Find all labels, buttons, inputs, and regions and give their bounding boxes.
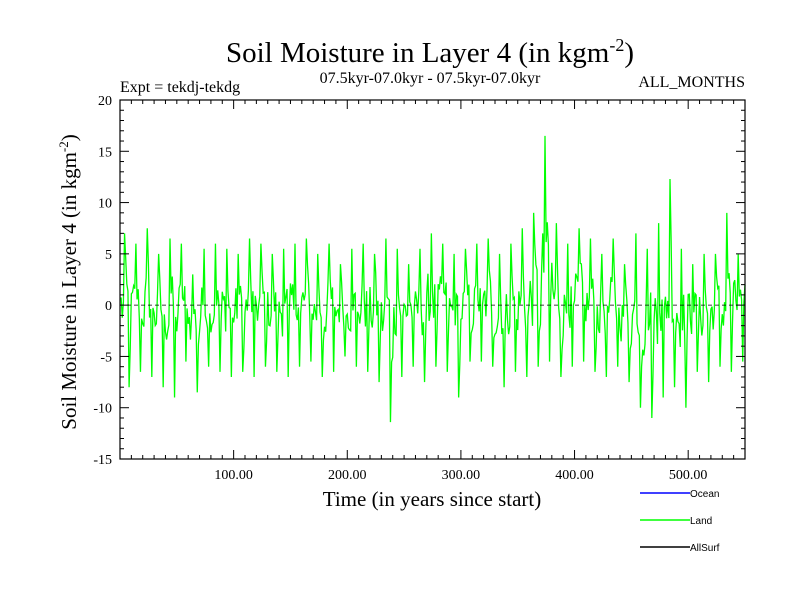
y-axis-label-superscript: -2 (56, 141, 71, 152)
axes: -15 -10 -5 0 5 10 15 20 100.00 200.00 300.00 400.00… (93, 94, 746, 483)
y-tick-label: -15 (93, 453, 112, 468)
x-tick-label: 500.00 (669, 468, 708, 483)
y-axis-label-close: ) (57, 134, 81, 141)
legend: Ocean Land AllSurf (640, 489, 720, 554)
y-tick-label: 5 (105, 248, 112, 263)
subtitle-left: Expt = tekdj-tekdg (120, 79, 240, 96)
y-tick-label: 15 (98, 145, 112, 160)
chart-title-superscript: -2 (609, 35, 624, 55)
chart-title: Soil Moisture in Layer 4 (in kgm-2) (226, 35, 634, 69)
x-tick-label: 300.00 (442, 468, 481, 483)
subtitle-center: 07.5kyr-07.0kyr - 07.5kyr-07.0kyr (320, 70, 541, 87)
y-axis-label: Soil Moisture in Layer 4 (in kgm-2) (56, 134, 81, 429)
x-tick-label: 200.00 (328, 468, 367, 483)
chart-title-close: ) (624, 37, 634, 69)
y-tick-label: 10 (98, 197, 112, 212)
y-tick-label: 20 (98, 94, 112, 109)
legend-label-land: Land (690, 516, 712, 527)
series-line-land (120, 135, 746, 423)
chart-title-main: Soil Moisture in Layer 4 (in kgm (226, 37, 610, 69)
y-tick-label: -5 (100, 350, 112, 365)
legend-label-allsurf: AllSurf (690, 543, 720, 554)
legend-label-ocean: Ocean (690, 489, 719, 500)
y-tick-label: 0 (105, 299, 112, 314)
x-tick-label: 100.00 (214, 468, 253, 483)
y-tick-label: -10 (93, 402, 112, 417)
y-axis-label-main: Soil Moisture in Layer 4 (in kgm (57, 152, 81, 430)
x-tick-label: 400.00 (555, 468, 594, 483)
subtitle-right: ALL_MONTHS (638, 74, 745, 91)
plot-frame (119, 99, 746, 460)
x-axis-label: Time (in years since start) (323, 487, 542, 511)
plot-area (120, 135, 746, 423)
